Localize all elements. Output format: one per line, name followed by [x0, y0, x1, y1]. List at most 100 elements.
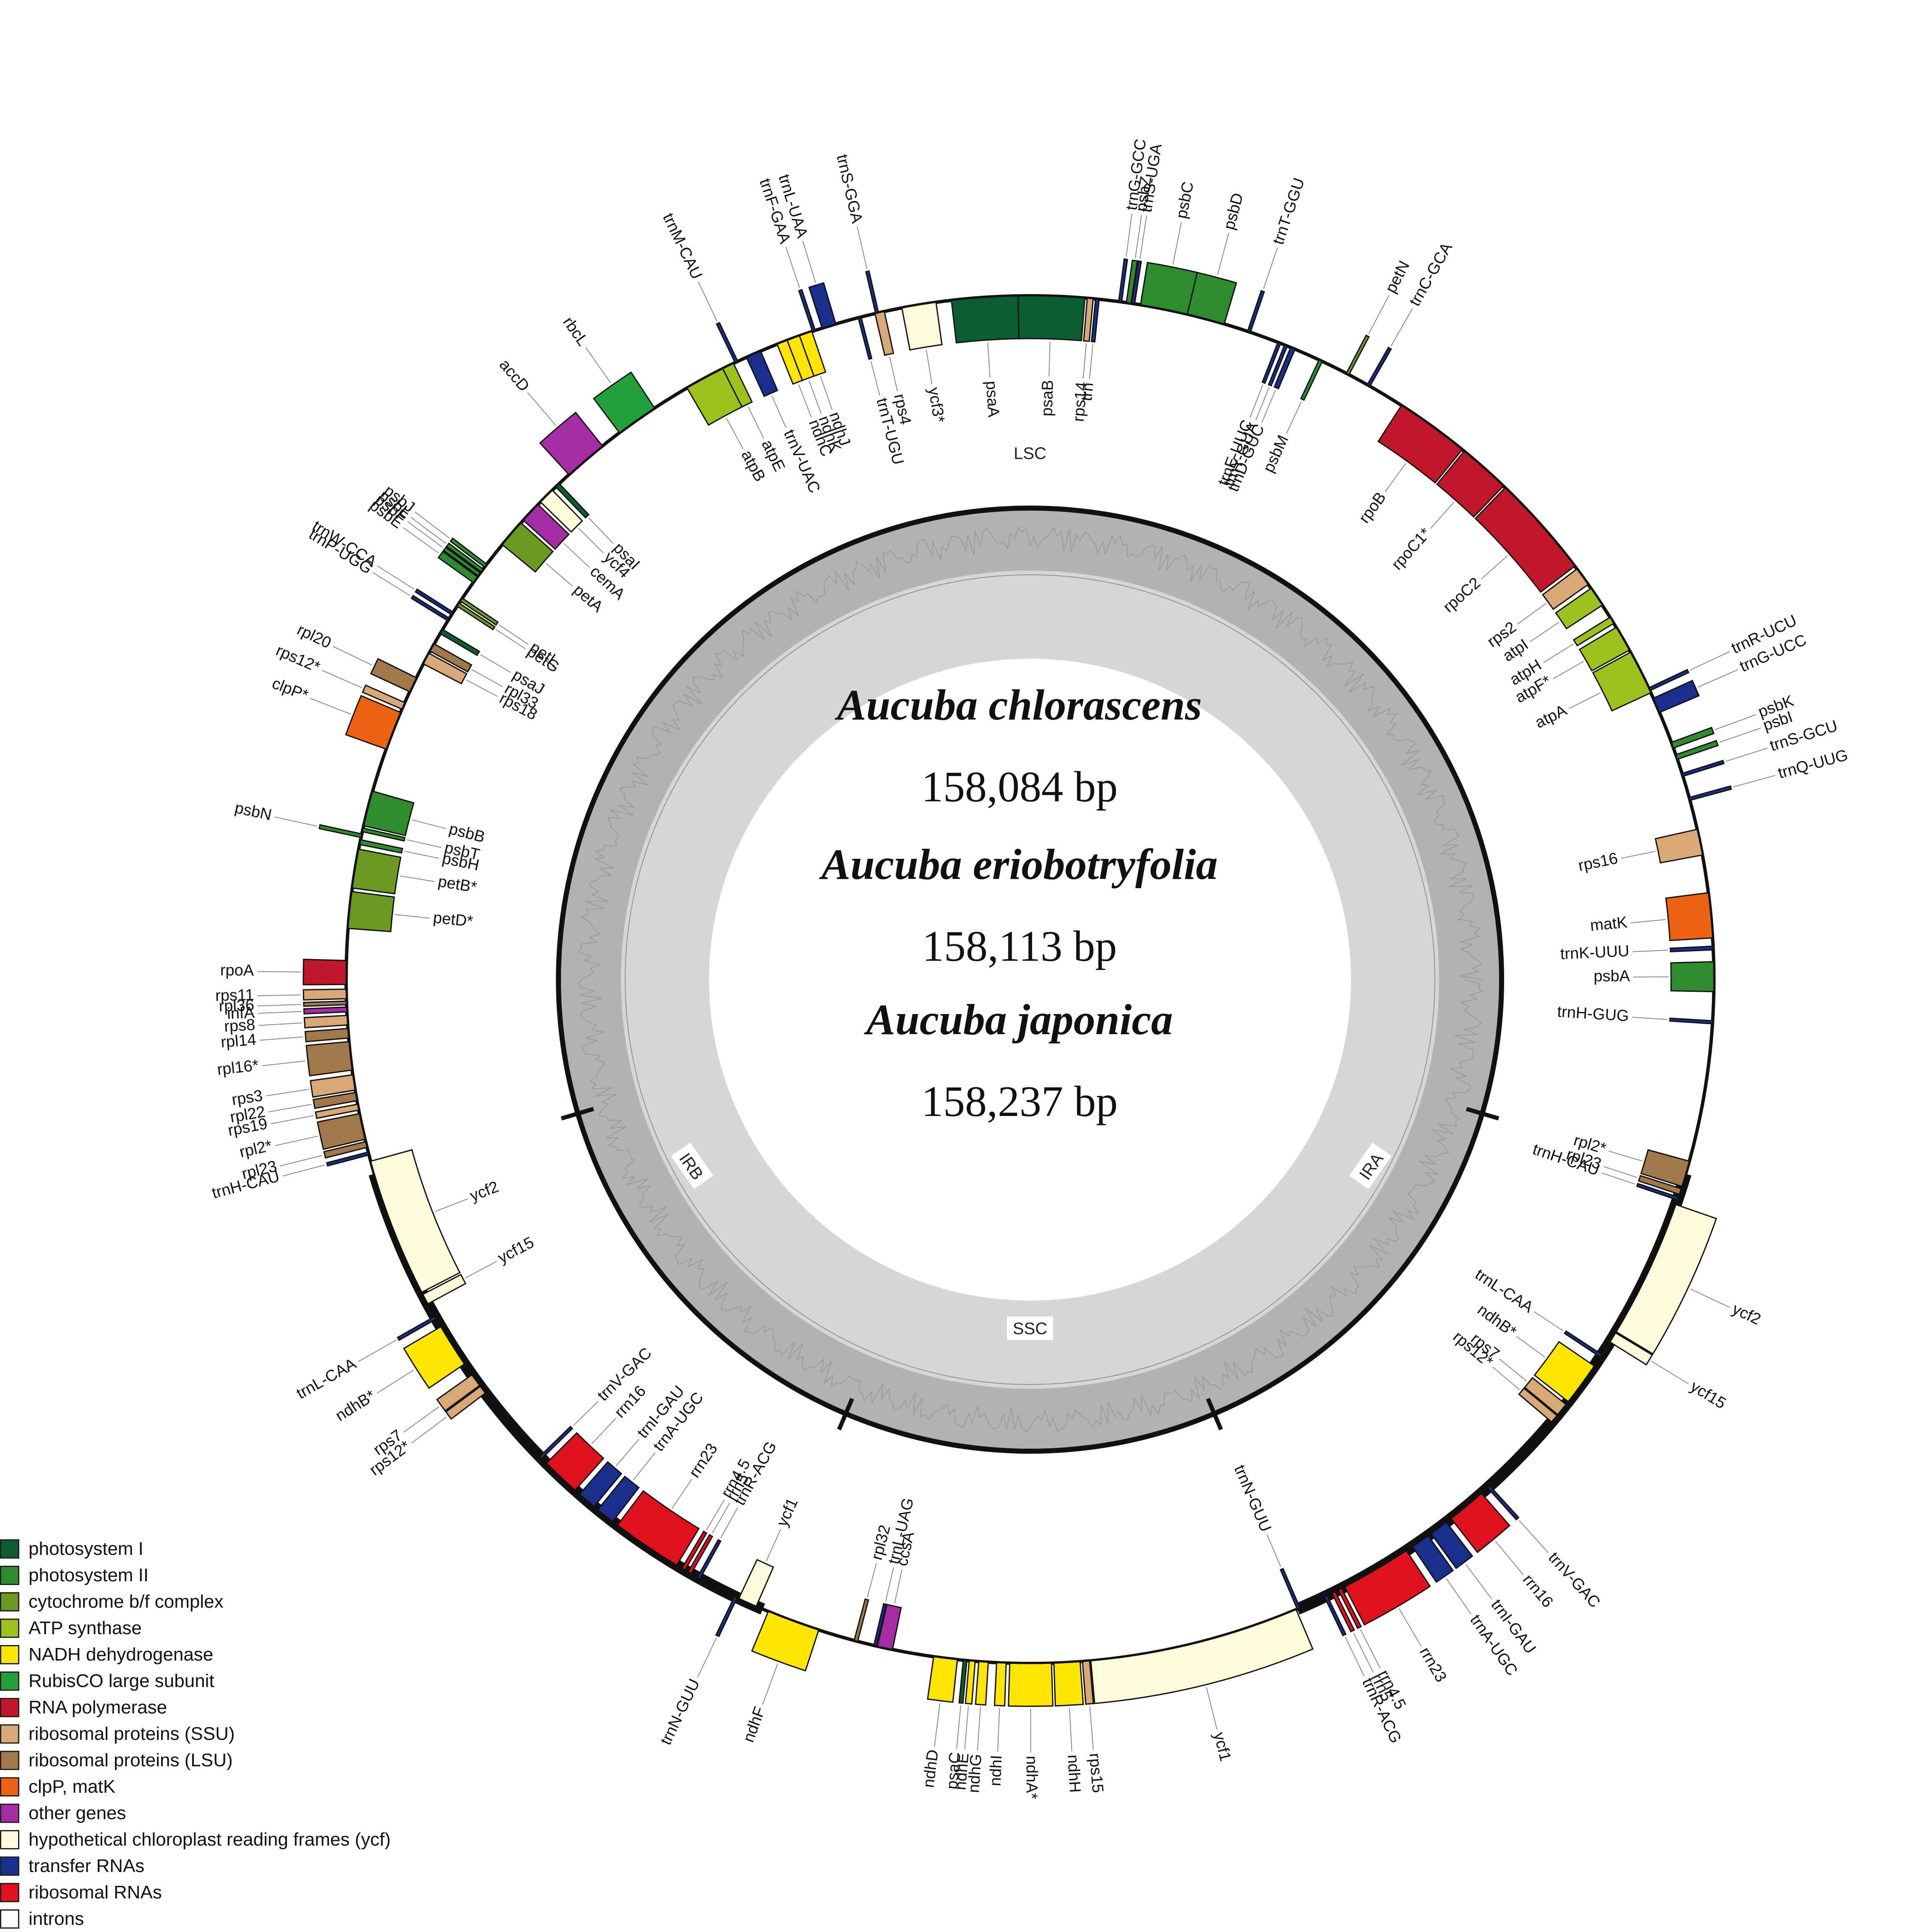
gene-label: rpoB: [1356, 489, 1390, 527]
gene-leader-line: [867, 1563, 876, 1597]
gene-trnhgug: [1670, 1018, 1713, 1024]
gene-leader-line: [1519, 1520, 1549, 1553]
gene-leader-line: [1049, 342, 1050, 377]
gene-leader-line: [766, 1529, 781, 1561]
gene-leader-line: [1069, 1708, 1072, 1751]
gene-leader-line: [1609, 1151, 1643, 1161]
gene-leader-line: [1534, 1311, 1563, 1331]
gene-label: accD: [496, 356, 533, 395]
gene-rpl14: [305, 1029, 349, 1042]
gene-accd: [540, 412, 602, 475]
gene-leader-line: [258, 1012, 302, 1014]
gene-label: rbcL: [559, 314, 592, 349]
gene-trnsgga: [866, 271, 879, 313]
gene-label: rrn23: [1416, 1644, 1450, 1685]
gene-ycf1: [739, 1560, 773, 1606]
gene-rps8: [304, 1015, 347, 1027]
gene-label: rps14: [1070, 381, 1091, 422]
gene-label: psbA: [1593, 967, 1630, 985]
gene-leader-line: [1256, 388, 1269, 420]
gene-leader-line: [280, 1155, 322, 1166]
gene-leader-line: [857, 227, 867, 269]
gene-rpl20: [371, 659, 416, 691]
gene-leader-line: [821, 376, 832, 409]
gene-label: atpA: [1532, 701, 1570, 732]
legend-swatch: [0, 1751, 19, 1770]
gene-leader-line: [1492, 1367, 1519, 1390]
gene-leader-line: [258, 1004, 301, 1006]
gene-leader-line: [579, 528, 603, 553]
gene-trncgca: [1367, 347, 1391, 386]
lsc-label-box: LSC: [1007, 441, 1053, 465]
legend-label: ribosomal proteins (LSU): [29, 1750, 233, 1771]
ssc-label: SSC: [1013, 1319, 1047, 1338]
gene-leader-line: [1698, 670, 1738, 687]
gene-leader-line: [260, 1037, 303, 1040]
gene-leader-line: [1495, 1541, 1523, 1575]
gene-leader-line: [707, 1500, 725, 1530]
gene-leader-line: [274, 817, 317, 826]
gene-leader-line: [1431, 502, 1454, 529]
legend-item-ssu: ribosomal proteins (SSU): [0, 1721, 545, 1747]
gene-leader-line: [886, 1567, 894, 1602]
gene-leader-line: [480, 654, 511, 673]
gene-leader-line: [269, 1104, 311, 1112]
gene-trnkuuu: [1670, 946, 1713, 952]
gene-label: ndhF: [740, 1705, 769, 1745]
gene-label: rpl14: [220, 1031, 257, 1051]
gene-leader-line: [1361, 1630, 1380, 1669]
gene-leader-line: [698, 282, 717, 321]
gene-leader-line: [275, 1136, 318, 1145]
gene-leader-line: [377, 566, 414, 589]
gene-leader-line: [1518, 603, 1546, 624]
legend-swatch: [0, 1830, 19, 1849]
gene-leader-line: [698, 1638, 717, 1677]
gene-leader-line: [1690, 652, 1730, 670]
gene-rpl32: [854, 1599, 868, 1642]
gene-leader-line: [1346, 1637, 1364, 1676]
legend-swatch: [0, 1883, 19, 1902]
gene-label: psbN: [233, 799, 274, 824]
legend-item-rrn: ribosomal RNAs: [0, 1879, 545, 1906]
gene-leader-line: [564, 543, 589, 567]
gene-leader-line: [573, 1401, 598, 1426]
gene-leader-line: [404, 1407, 439, 1432]
legend-label: RNA polymerase: [29, 1697, 167, 1718]
gene-leader-line: [258, 1023, 302, 1025]
gene-rbcl: [594, 372, 655, 433]
gene-leader-line: [257, 995, 301, 996]
legend-label: other genes: [29, 1803, 126, 1824]
legend-label: NADH dehydrogenase: [29, 1644, 213, 1665]
gene-leader-line: [895, 1569, 902, 1603]
gene-leader-line: [1206, 1687, 1217, 1729]
gene-leader-line: [412, 1417, 446, 1443]
gene-leader-line: [616, 1439, 639, 1466]
legend-swatch: [0, 1804, 19, 1823]
gene-leader-line: [271, 1116, 313, 1124]
gene-label: trnN-GUU: [657, 1676, 704, 1748]
gene-leader-line: [282, 1165, 325, 1176]
legend-swatch: [0, 1619, 19, 1638]
gene-leader-line: [1140, 216, 1147, 259]
gene-leader-line: [1173, 222, 1181, 265]
gene-label: rps15: [1086, 1752, 1107, 1794]
gene-leader-line: [1446, 1578, 1471, 1614]
legend-swatch: [0, 1539, 19, 1559]
gene-leader-line: [988, 342, 990, 378]
gene-leader-line: [889, 357, 897, 391]
legend-label: photosystem I: [29, 1538, 143, 1559]
gene-leader-line: [786, 246, 800, 288]
gene-label: ndhG: [965, 1753, 985, 1794]
gene-leader-line: [926, 349, 932, 384]
gene-label: ndhI: [986, 1755, 1005, 1786]
gene-label: ycf1: [773, 1495, 801, 1529]
gene-label: trnH-GUG: [1557, 1003, 1629, 1025]
gene-leader-line: [1481, 556, 1507, 579]
gene-rps11: [303, 989, 346, 1000]
gene-label: rrn16: [1519, 1571, 1557, 1611]
gene-rpl16: [306, 1042, 352, 1076]
gene-label: trnC-GCA: [1406, 240, 1456, 309]
gene-leader-line: [1690, 1289, 1730, 1307]
gene-leader-line: [1633, 950, 1668, 952]
gene-trnracg: [697, 1540, 720, 1579]
